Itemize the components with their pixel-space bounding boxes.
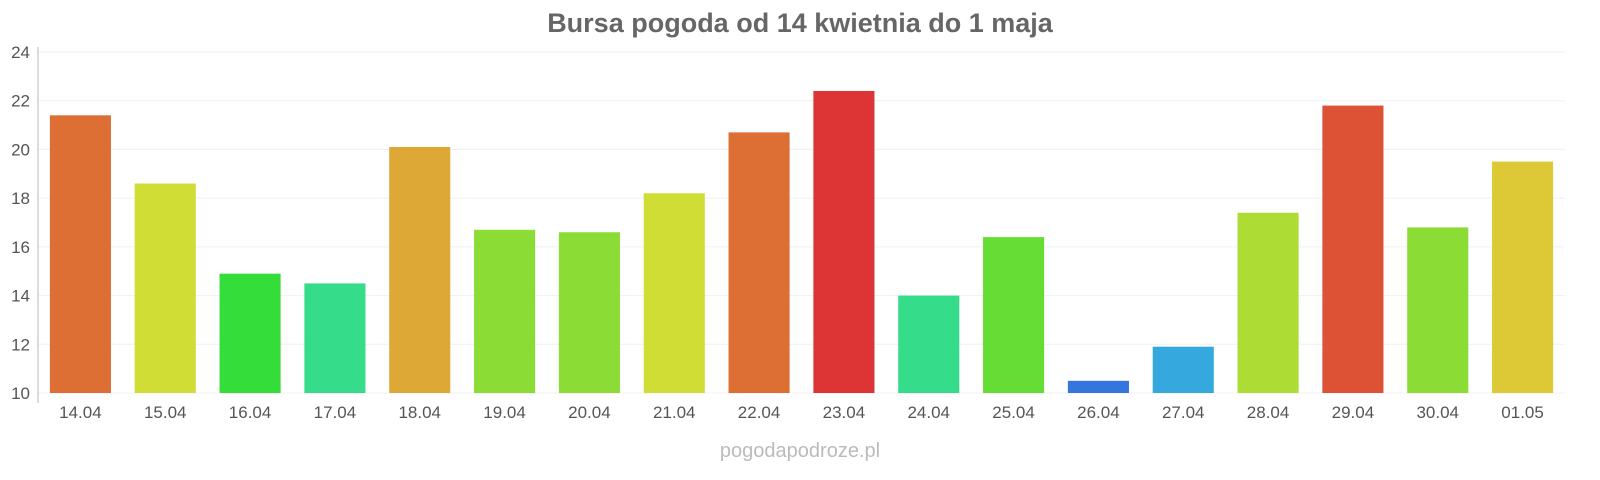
x-tick-label: 19.04 (483, 403, 526, 422)
x-tick-label: 23.04 (823, 403, 866, 422)
bar-24.04 (898, 295, 960, 393)
y-tick-label: 14 (11, 287, 30, 306)
bar-27.04 (1152, 346, 1214, 393)
y-tick-label: 12 (11, 335, 30, 354)
bar-18.04 (389, 146, 451, 393)
x-tick-label: 14.04 (59, 403, 102, 422)
bar-17.04 (304, 283, 366, 393)
y-tick-label: 20 (11, 140, 30, 159)
x-tick-label: 15.04 (144, 403, 187, 422)
bar-15.04 (134, 183, 196, 393)
bar-01.05 (1492, 161, 1554, 393)
x-tick-label: 24.04 (907, 403, 950, 422)
y-tick-label: 18 (11, 189, 30, 208)
bar-19.04 (474, 229, 536, 393)
x-tick-label: 30.04 (1416, 403, 1459, 422)
bar-25.04 (983, 237, 1045, 393)
bar-28.04 (1237, 212, 1299, 393)
x-tick-label: 01.05 (1501, 403, 1544, 422)
x-tick-label: 21.04 (653, 403, 696, 422)
bar-22.04 (728, 132, 790, 393)
y-tick-label: 10 (11, 384, 30, 403)
bar-16.04 (219, 273, 281, 393)
x-tick-label: 26.04 (1077, 403, 1120, 422)
y-tick-label: 24 (11, 43, 30, 62)
bar-20.04 (558, 232, 620, 393)
x-tick-label: 25.04 (992, 403, 1035, 422)
x-tick-label: 16.04 (229, 403, 272, 422)
x-tick-label: 27.04 (1162, 403, 1205, 422)
y-tick-label: 16 (11, 238, 30, 257)
x-tick-label: 22.04 (738, 403, 781, 422)
bar-30.04 (1407, 227, 1469, 393)
y-tick-label: 22 (11, 92, 30, 111)
watermark: pogodapodroze.pl (719, 440, 881, 462)
chart-title: Bursa pogoda od 14 kwietnia do 1 maja (547, 8, 1053, 38)
x-tick-label: 17.04 (314, 403, 357, 422)
x-tick-label: 18.04 (398, 403, 441, 422)
x-tick-label: 20.04 (568, 403, 611, 422)
bar-14.04 (49, 115, 111, 393)
bar-29.04 (1322, 105, 1384, 393)
bar-21.04 (643, 193, 705, 393)
bar-23.04 (813, 90, 875, 393)
bar-26.04 (1067, 380, 1129, 393)
x-tick-label: 29.04 (1332, 403, 1375, 422)
x-tick-label: 28.04 (1247, 403, 1290, 422)
